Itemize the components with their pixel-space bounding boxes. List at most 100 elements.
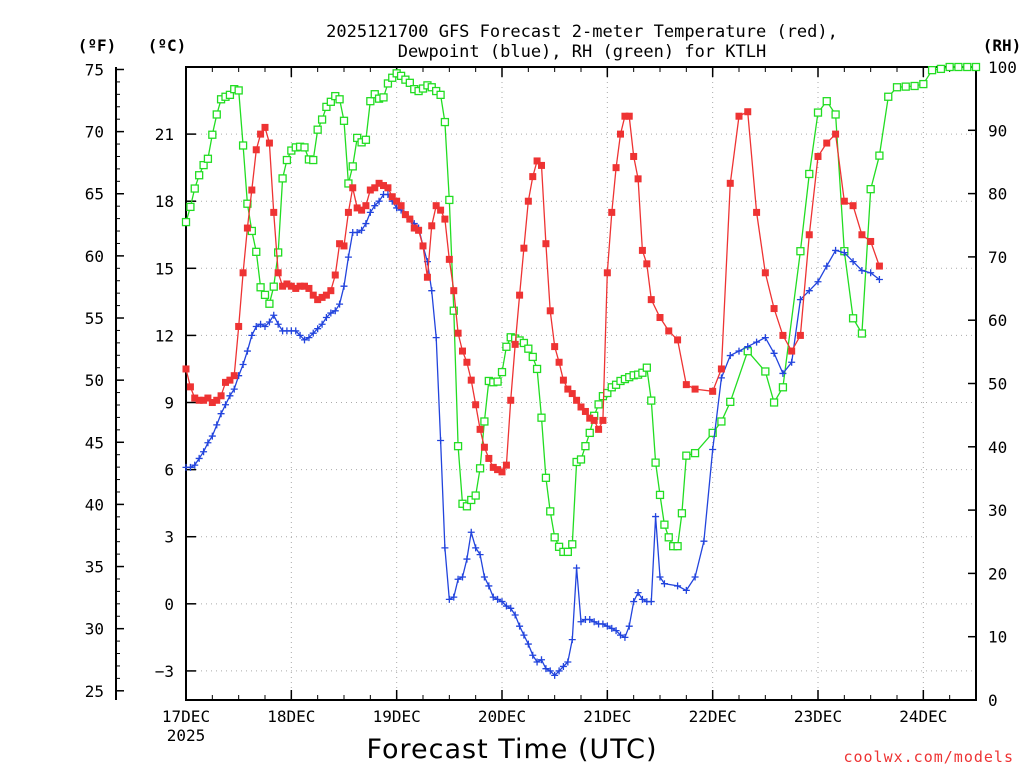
temperature-point	[287, 282, 295, 290]
temperature-point	[445, 255, 453, 263]
rh-point	[379, 93, 388, 102]
dewpoint-point	[243, 347, 251, 355]
dewpoint-point	[617, 631, 624, 639]
dewpoint-point	[230, 385, 238, 393]
dewpoint-point	[358, 226, 366, 234]
dewpoint-point	[480, 573, 488, 581]
footer-source: coolwx.com/models	[843, 748, 1014, 766]
rh-point	[361, 135, 371, 144]
dewpoint-point	[257, 320, 265, 328]
temperature-point	[691, 385, 699, 393]
rh-point	[550, 533, 559, 542]
dewpoint-point	[652, 513, 660, 521]
dewpoint-point	[603, 622, 611, 630]
temperature-point	[573, 396, 581, 404]
rh-point	[462, 502, 472, 511]
dewpoint-point	[454, 575, 462, 583]
temperature-series	[182, 108, 883, 476]
rh-point	[541, 473, 551, 482]
dewpoint-point	[634, 589, 642, 597]
rh-point	[690, 448, 700, 458]
rh-point	[822, 97, 831, 106]
dewpoint-point	[625, 622, 633, 630]
temperature-point	[494, 466, 502, 474]
dewpoint-point	[191, 461, 199, 469]
temperature-point	[362, 202, 370, 210]
temperature-point	[761, 269, 769, 277]
temperature-point	[252, 146, 260, 154]
dewpoint-point	[248, 331, 256, 339]
dewpoint-point	[660, 580, 668, 588]
rh-point	[234, 86, 243, 95]
temperature-point	[564, 385, 572, 393]
dewpoint-point	[832, 246, 840, 254]
rh-point	[282, 155, 292, 165]
x-tick-label: 24DEC	[899, 707, 947, 726]
rh-point	[480, 417, 489, 426]
dewpoint-point	[502, 602, 510, 610]
temperature-point	[805, 231, 813, 239]
rh-point	[339, 116, 349, 125]
rh-point	[892, 83, 902, 92]
rh-point	[493, 377, 502, 386]
dewpoint-point	[340, 282, 348, 290]
dewpoint-point	[744, 343, 752, 351]
rh-point	[445, 195, 454, 205]
dewpoint-point	[489, 593, 497, 601]
temperature-point	[208, 399, 216, 407]
temperature-point	[555, 358, 563, 366]
temperature-point	[226, 376, 234, 384]
gridlines	[186, 67, 976, 700]
temperature-point	[349, 184, 357, 192]
rh-point	[353, 133, 362, 143]
rh-point	[848, 314, 858, 323]
celsius-tick-label: 12	[155, 326, 174, 345]
temperature-point	[524, 197, 532, 205]
fahrenheit-ticks: 25 30 35 40 45 50 55 60 65 70 75	[85, 60, 124, 701]
dewpoint-point	[516, 622, 524, 630]
rh-point	[778, 383, 788, 392]
temperature-point	[397, 202, 405, 210]
rh-tick-label: 40	[988, 438, 1007, 457]
temperature-point	[441, 215, 449, 223]
dewpoint-point	[261, 322, 269, 330]
x-tick-label: 20DEC	[478, 707, 526, 726]
temperature-point	[358, 206, 366, 214]
rh-point	[708, 428, 717, 438]
dewpoint-point	[700, 537, 708, 545]
rh-point	[554, 542, 564, 551]
celsius-tick-label: 3	[164, 528, 174, 547]
rh-point	[761, 367, 770, 376]
temperature-point	[832, 130, 840, 138]
temperature-point	[274, 269, 282, 277]
fahrenheit-tick-label: 75	[85, 60, 104, 79]
dewpoint-point	[568, 636, 576, 644]
rh-point	[453, 442, 463, 451]
dewpoint-point	[564, 658, 572, 666]
rh-point	[673, 542, 682, 551]
temperature-point	[603, 269, 611, 277]
dewpoint-point	[507, 604, 515, 612]
temperature-point	[301, 282, 308, 290]
temperature-point	[467, 376, 475, 384]
rh-point	[497, 367, 507, 377]
temperature-point	[314, 296, 322, 304]
dewpoint-point	[476, 551, 484, 559]
temperature-point	[463, 358, 471, 366]
temperature-point	[222, 378, 229, 386]
temperature-point	[279, 282, 287, 290]
celsius-tick-label: 6	[164, 461, 174, 480]
temperature-point	[489, 463, 497, 471]
rh-point	[875, 151, 884, 160]
temperature-point	[656, 314, 664, 322]
rh-tick-label: 80	[988, 185, 1007, 204]
temperature-point	[529, 173, 537, 181]
temperature-point	[581, 407, 589, 415]
temperature-point	[336, 240, 344, 248]
dewpoint-point	[814, 278, 822, 286]
temperature-point	[265, 139, 273, 147]
temperature-point	[665, 327, 673, 335]
fahrenheit-tick-label: 70	[85, 123, 104, 142]
dewpoint-point	[450, 593, 458, 601]
dewpoint-point	[867, 269, 875, 277]
